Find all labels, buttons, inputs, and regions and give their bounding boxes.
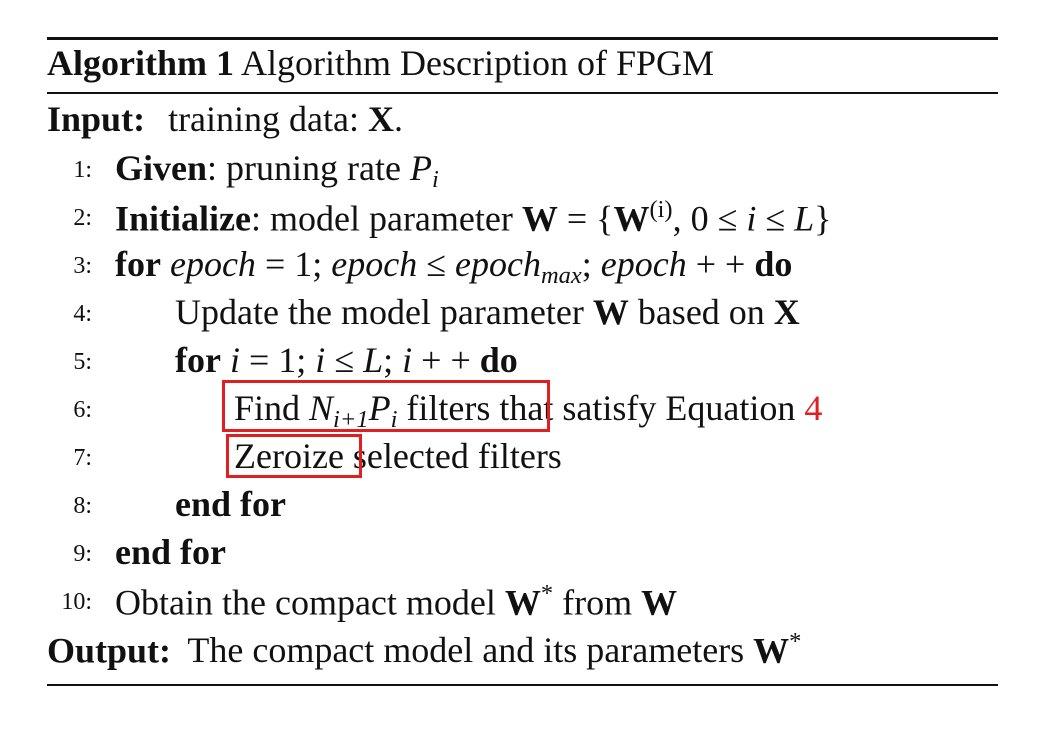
from-text: from xyxy=(553,582,642,623)
le-symbol: ≤ xyxy=(756,198,795,239)
output-text: The compact model and its parameters xyxy=(179,630,754,671)
input-symbol: X xyxy=(368,99,394,139)
p-symbol: P xyxy=(368,388,391,428)
pruning-rate-symbol: P xyxy=(409,148,432,188)
line-4-mid: based on xyxy=(628,292,774,332)
line-number-4: 4: xyxy=(73,301,92,327)
eq-brace: = { xyxy=(557,198,614,239)
i-var-3: i xyxy=(402,340,413,380)
input-text: training data: xyxy=(168,99,368,139)
line-number-3: 3: xyxy=(73,253,92,279)
line-2-text: : model parameter xyxy=(250,198,522,239)
epoch-var-2: epoch xyxy=(331,244,418,284)
end-for-outer: end for xyxy=(115,532,226,572)
line-2: Initialize: model parameter W = {W(i), 0… xyxy=(115,196,832,239)
p-subscript: i xyxy=(390,405,398,433)
line-number-2: 2: xyxy=(73,205,92,231)
w-superscript: (i) xyxy=(649,196,673,223)
filters-text: filters xyxy=(397,388,491,428)
given-keyword: Given xyxy=(115,148,208,188)
semicolon-2: ; xyxy=(383,340,403,380)
initialize-keyword: Initialize xyxy=(115,198,251,239)
star-superscript: * xyxy=(540,580,554,607)
zeroize-text: Zeroize xyxy=(234,436,344,476)
line-number-10: 10: xyxy=(61,589,92,615)
top-rule xyxy=(47,37,998,40)
range-start: , 0 ≤ xyxy=(672,198,747,239)
semicolon: ; xyxy=(581,244,601,284)
find-text: Find xyxy=(234,388,310,428)
close-brace: } xyxy=(814,198,832,239)
algorithm-title: Algorithm Description of FPGM xyxy=(241,43,714,83)
do-keyword-2: do xyxy=(479,340,518,380)
input-keyword: Input: xyxy=(47,99,146,139)
line-3: for epoch = 1; epoch ≤ epochmax; epoch +… xyxy=(115,246,792,288)
x-symbol: X xyxy=(773,292,800,332)
line-10-text: Obtain the compact model xyxy=(115,582,505,623)
output-keyword: Output: xyxy=(47,630,172,671)
line-1: Given: pruning rate Pi xyxy=(115,150,439,192)
w-symbol: W xyxy=(521,198,558,239)
n-subscript: i+1 xyxy=(333,405,369,433)
pruning-rate-subscript: i xyxy=(431,165,439,193)
i-init: = 1; xyxy=(239,340,316,380)
i-var-2: i xyxy=(315,340,326,380)
line-number-8: 8: xyxy=(73,493,92,519)
line-1-text: : pruning rate xyxy=(207,148,410,188)
for-keyword: for xyxy=(115,244,161,284)
l-symbol: L xyxy=(794,198,815,239)
w-symbol-4: W xyxy=(641,582,678,623)
epoch-init: = 1; xyxy=(255,244,332,284)
epoch-var: epoch xyxy=(169,244,256,284)
input-line: Input: training data: X. xyxy=(47,101,403,137)
find-filters-highlight-box xyxy=(222,380,550,432)
le-symbol-3: ≤ xyxy=(325,340,364,380)
end-for-inner: end for xyxy=(175,484,286,524)
i-symbol: i xyxy=(746,198,757,239)
bottom-rule xyxy=(47,684,998,686)
line-7: Zeroize selected filters xyxy=(234,438,562,474)
w-symbol-3: W xyxy=(592,292,629,332)
algorithm-caption: Algorithm 1 Algorithm Description of FPG… xyxy=(47,45,714,81)
line-number-1: 1: xyxy=(73,157,92,183)
line-number-7: 7: xyxy=(73,445,92,471)
equation-reference-link[interactable]: 4 xyxy=(804,388,823,428)
line-number-9: 9: xyxy=(73,541,92,567)
do-keyword: do xyxy=(754,244,793,284)
line-number-6: 6: xyxy=(73,397,92,423)
line-4: Update the model parameter W based on X xyxy=(175,294,800,330)
i-var: i xyxy=(229,340,240,380)
w-symbol-2: W xyxy=(613,198,650,239)
epoch-max-subscript: max xyxy=(540,261,582,289)
l-var: L xyxy=(363,340,384,380)
output-w-symbol: W xyxy=(753,630,790,671)
output-line: Output: The compact model and its parame… xyxy=(47,628,802,671)
line-4-text: Update the model parameter xyxy=(175,292,593,332)
selected-filters-text: selected filters xyxy=(343,436,562,476)
epoch-var-4: epoch xyxy=(600,244,687,284)
line-10: Obtain the compact model W* from W xyxy=(115,580,678,623)
for-keyword-2: for xyxy=(175,340,221,380)
n-symbol: N xyxy=(309,388,334,428)
line-number-5: 5: xyxy=(73,349,92,375)
line-5: for i = 1; i ≤ L; i + + do xyxy=(175,342,518,378)
output-star: * xyxy=(789,628,802,655)
increment: + + xyxy=(686,244,755,284)
input-end: . xyxy=(394,99,403,139)
zeroize-highlight-box xyxy=(226,434,362,478)
caption-rule xyxy=(47,92,998,94)
epoch-var-3: epoch xyxy=(454,244,541,284)
increment-2: + + xyxy=(412,340,480,380)
le-symbol-2: ≤ xyxy=(417,244,455,284)
w-star-symbol: W xyxy=(504,582,541,623)
algorithm-label: Algorithm 1 xyxy=(47,43,234,83)
